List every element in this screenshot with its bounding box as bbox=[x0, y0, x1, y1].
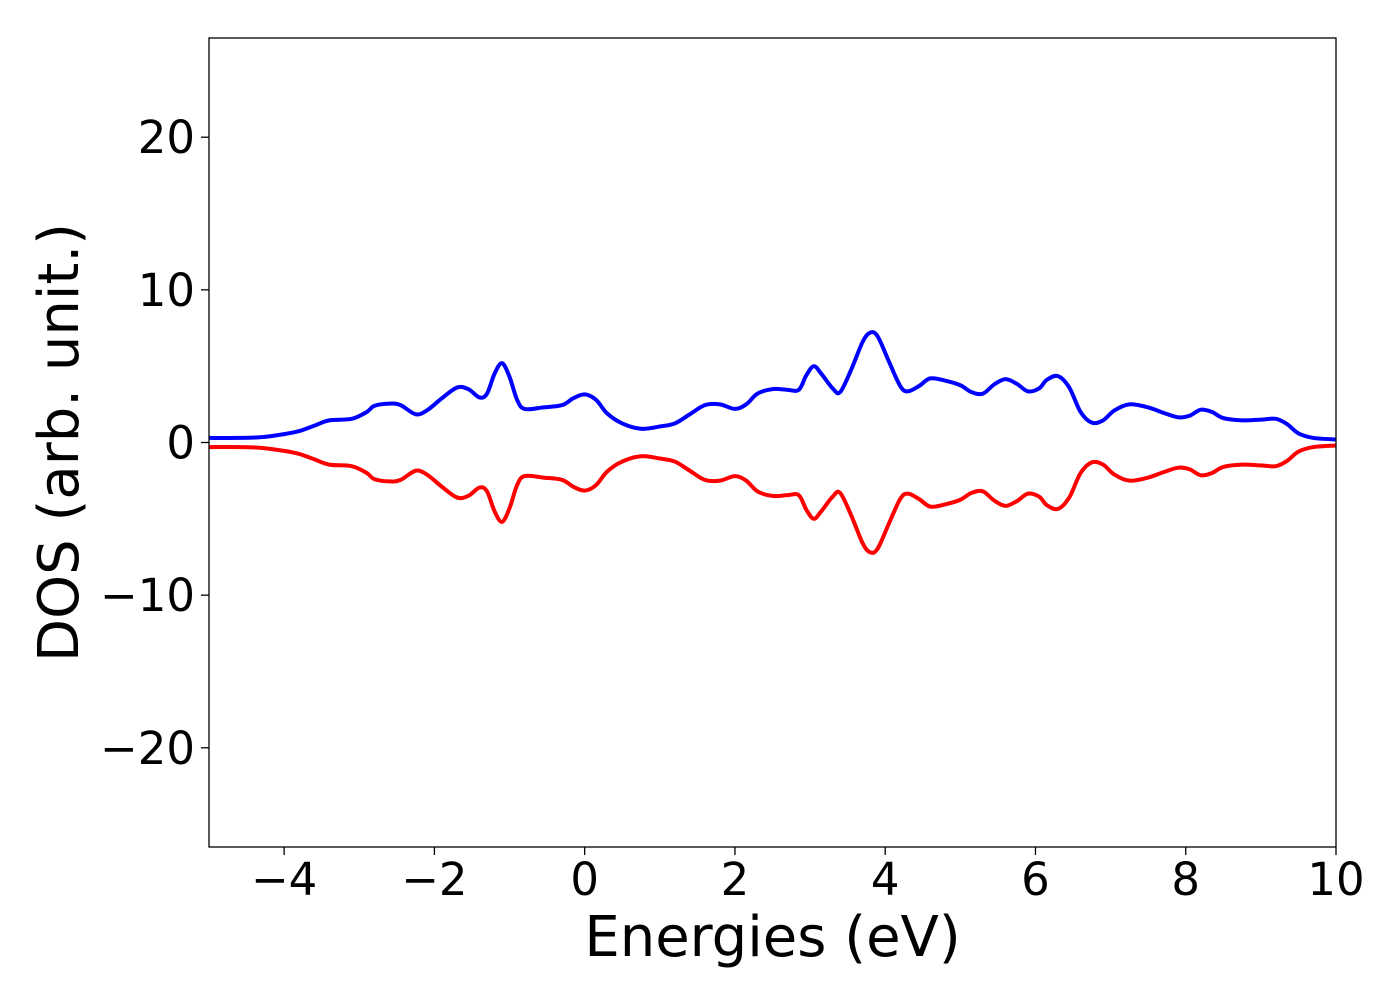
y-tick-label: 20 bbox=[138, 111, 195, 164]
x-tick-label: 10 bbox=[1307, 853, 1364, 906]
plot-background bbox=[209, 38, 1336, 847]
x-tick-label: 2 bbox=[721, 853, 750, 906]
x-tick-label: 4 bbox=[871, 853, 900, 906]
x-tick-label: −4 bbox=[251, 853, 317, 906]
x-tick-label: 8 bbox=[1171, 853, 1200, 906]
x-tick-label: 0 bbox=[570, 853, 599, 906]
y-tick-label: −10 bbox=[100, 569, 195, 622]
series-line-down bbox=[209, 443, 1336, 555]
x-tick-label: 6 bbox=[1021, 853, 1050, 906]
x-axis-label: Energies (eV) bbox=[584, 905, 960, 970]
plot-area bbox=[209, 38, 1336, 847]
y-tick-label: 0 bbox=[166, 417, 195, 470]
x-tick-label: −2 bbox=[401, 853, 467, 906]
y-tick-label: 10 bbox=[138, 264, 195, 317]
series-group bbox=[209, 330, 1336, 555]
series-line-up bbox=[209, 330, 1336, 442]
y-axis-label: DOS (arb. unit.) bbox=[27, 223, 92, 662]
y-tick-label: −20 bbox=[100, 722, 195, 775]
